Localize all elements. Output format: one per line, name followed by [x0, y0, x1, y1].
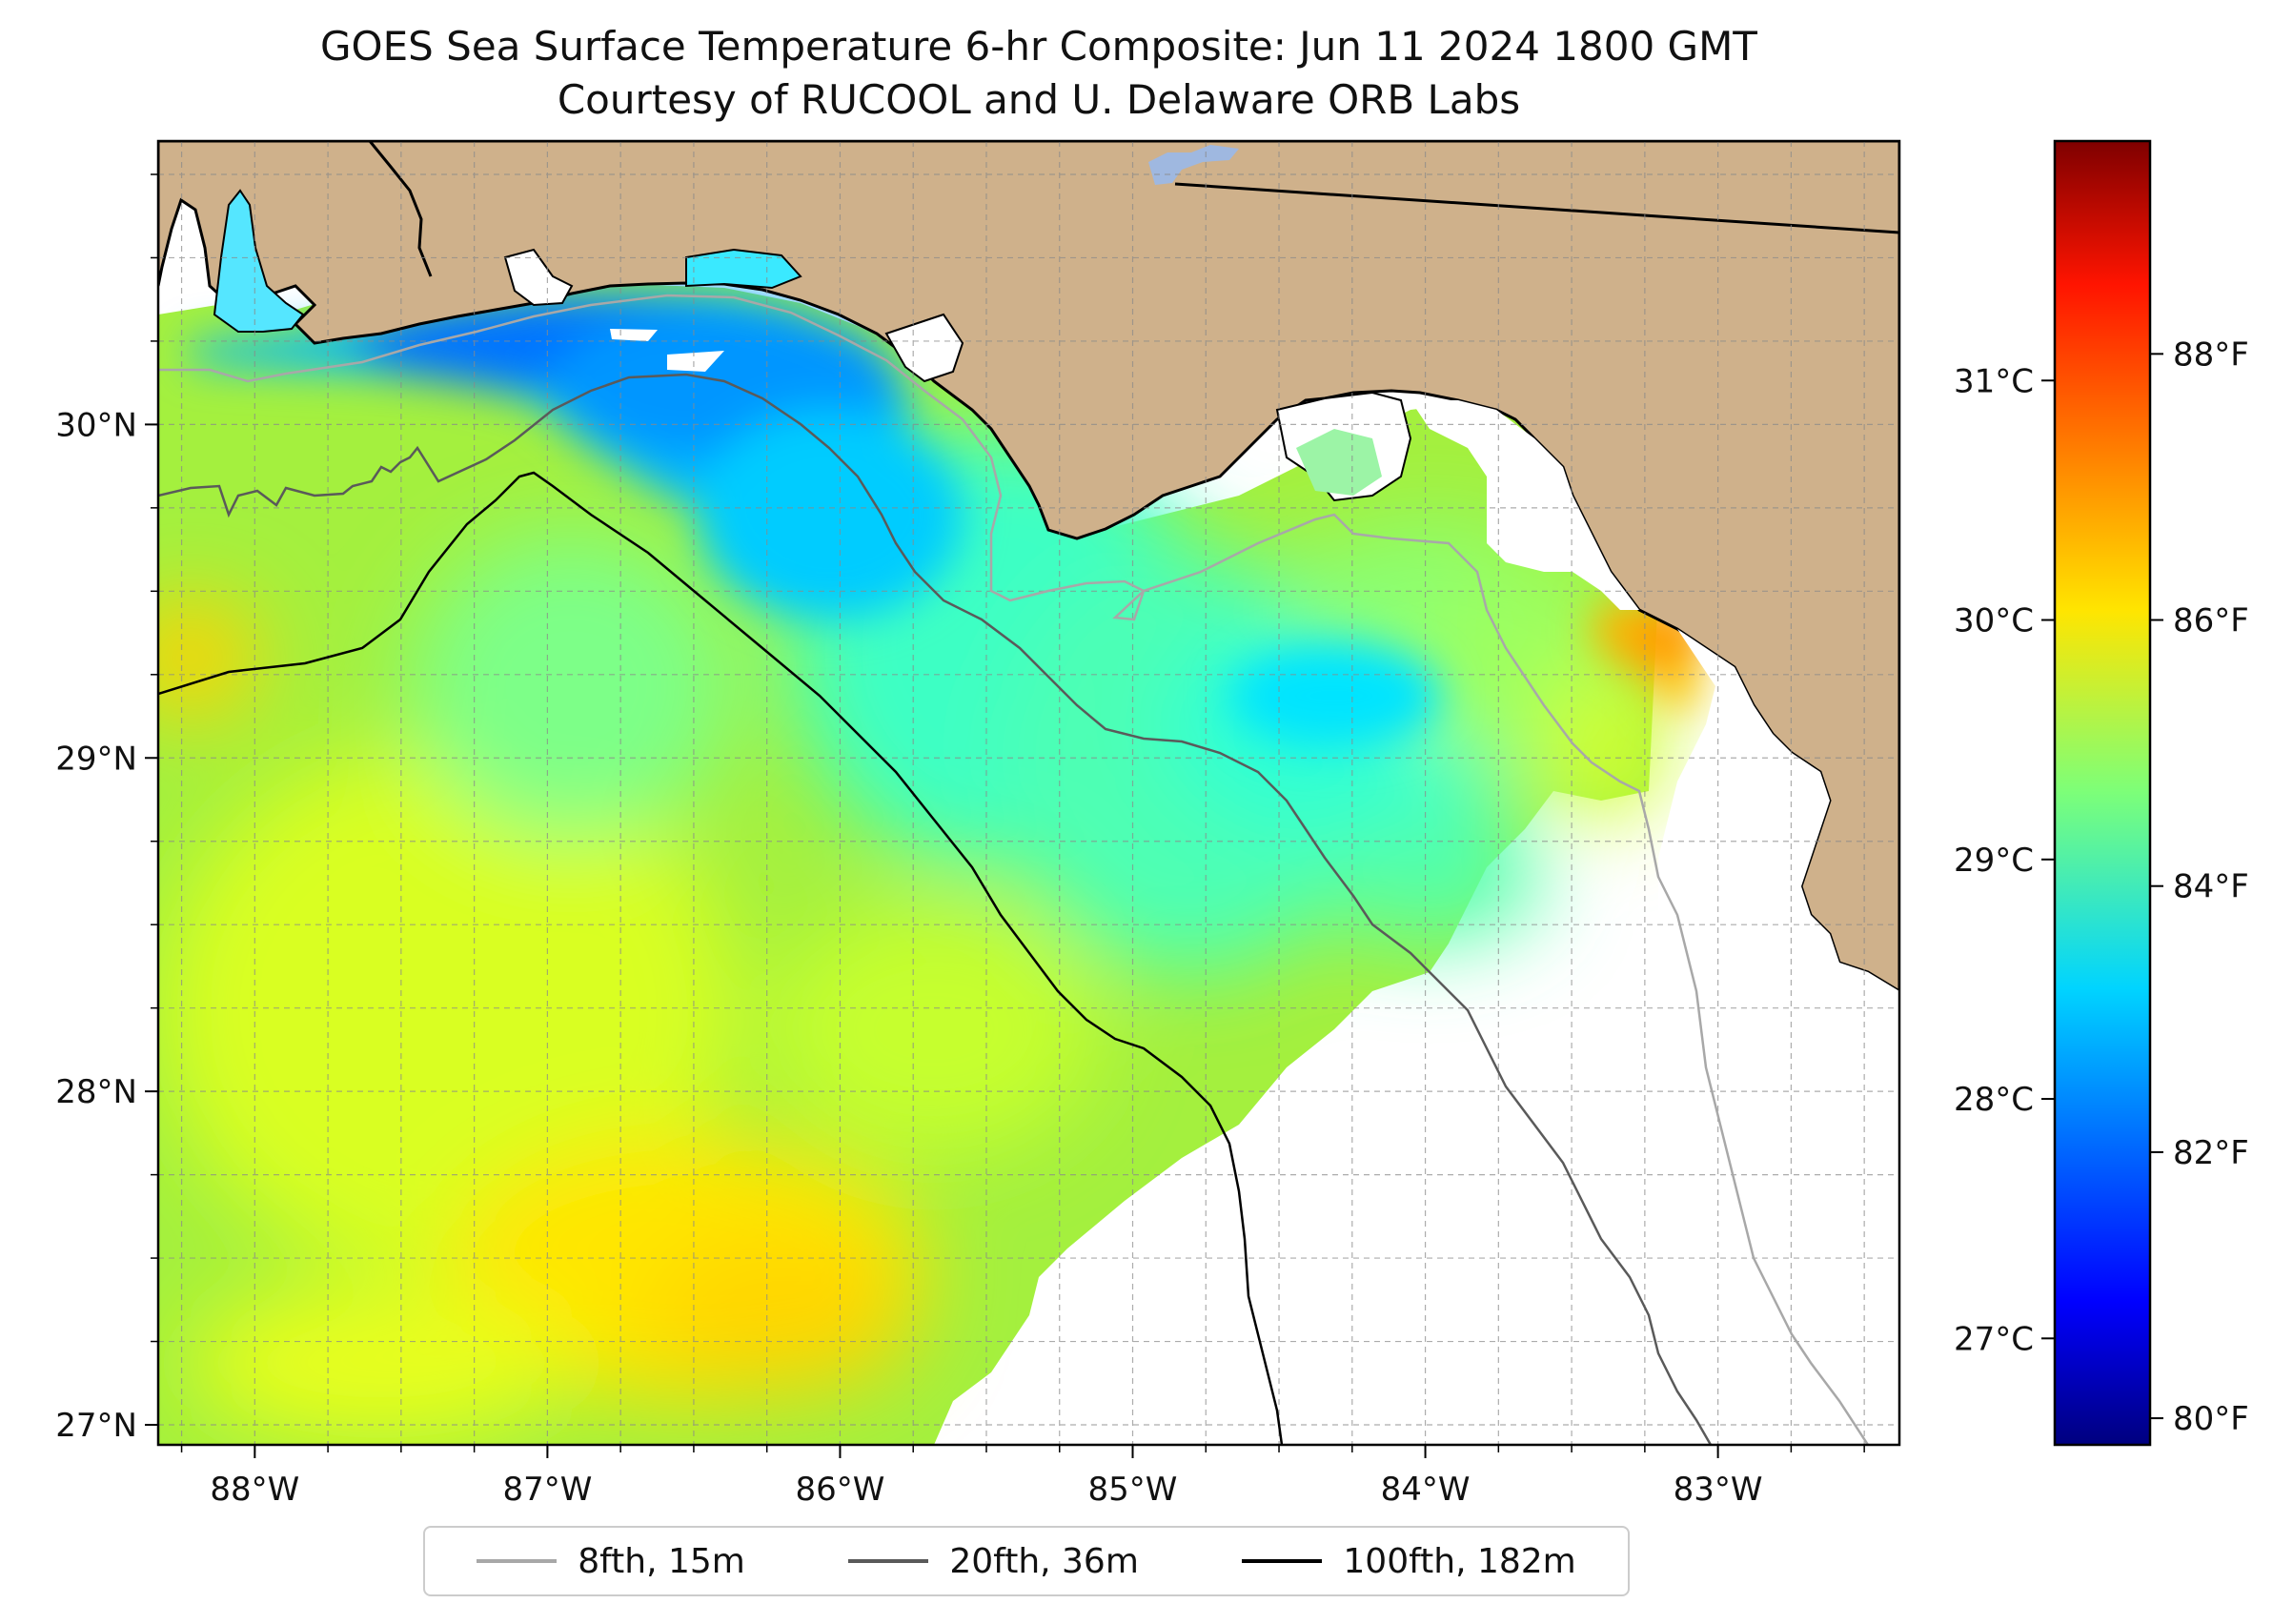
lat-tick-label: 28°N: [55, 1073, 137, 1111]
legend-label-36m: 20fth, 36m: [949, 1541, 1139, 1581]
lon-tick-label: 88°W: [210, 1471, 299, 1509]
lat-tick-label: 27°N: [55, 1407, 137, 1445]
celsius-tick-label: 29°C: [1954, 842, 2034, 880]
state-boundary-west: [368, 141, 433, 277]
isobath-36m: [158, 373, 1713, 1445]
lon-tick-label: 85°W: [1088, 1471, 1178, 1509]
lon-tick-label: 86°W: [796, 1471, 885, 1509]
legend-swatch-15m: [477, 1559, 558, 1563]
chart-subtitle: Courtesy of RUCOOL and U. Delaware ORB L…: [557, 76, 1521, 123]
celsius-tick-label: 27°C: [1954, 1320, 2034, 1358]
lake: [1148, 145, 1239, 185]
fahrenheit-tick-label: 88°F: [2173, 335, 2249, 374]
legend-item-15m: 8fth, 15m: [477, 1542, 745, 1581]
state-boundary: [1174, 182, 1899, 234]
lat-tick-label: 29°N: [55, 740, 137, 778]
chart-title: GOES Sea Surface Temperature 6-hr Compos…: [320, 23, 1757, 70]
legend-item-36m: 20fth, 36m: [848, 1542, 1139, 1581]
fahrenheit-tick-label: 82°F: [2173, 1134, 2249, 1172]
fahrenheit-tick-label: 80°F: [2173, 1400, 2249, 1438]
legend-item-182m: 100fth, 182m: [1242, 1541, 1576, 1581]
isobath-legend: 8fth, 15m 20fth, 36m 100fth, 182m: [423, 1526, 1630, 1596]
lat-tick-label: 30°N: [55, 406, 137, 444]
colorbar-fahrenheit-axis: 80°F 82°F 84°F 86°F 88°F: [2150, 335, 2249, 1438]
lon-tick-label: 84°W: [1381, 1471, 1471, 1509]
legend-swatch-182m: [1242, 1559, 1323, 1563]
colorbar-celsius-axis: 27°C 28°C 29°C 30°C 31°C: [1954, 362, 2055, 1358]
legend-swatch-36m: [848, 1559, 929, 1563]
lon-tick-label: 87°W: [502, 1471, 592, 1509]
legend-label-15m: 8fth, 15m: [578, 1541, 745, 1581]
map-frame: [156, 139, 1901, 1447]
celsius-tick-label: 30°C: [1954, 602, 2034, 640]
fahrenheit-tick-label: 86°F: [2173, 602, 2249, 640]
fahrenheit-tick-label: 84°F: [2173, 868, 2249, 906]
land: [158, 141, 1899, 1445]
isobath-182m: [158, 471, 1284, 1445]
longitude-axis: 88°W 87°W 86°W 85°W 84°W 83°W: [180, 1445, 1865, 1509]
sst-field: [158, 269, 1706, 1445]
latitude-axis: 27°N 28°N 29°N 30°N: [55, 173, 158, 1445]
gridlines: [158, 141, 1899, 1445]
isobath-15m: [158, 294, 1870, 1445]
celsius-tick-label: 31°C: [1954, 362, 2034, 400]
lon-tick-label: 83°W: [1674, 1471, 1763, 1509]
celsius-tick-label: 28°C: [1954, 1081, 2034, 1119]
colorbar: [2053, 139, 2152, 1447]
legend-label-182m: 100fth, 182m: [1343, 1541, 1576, 1581]
